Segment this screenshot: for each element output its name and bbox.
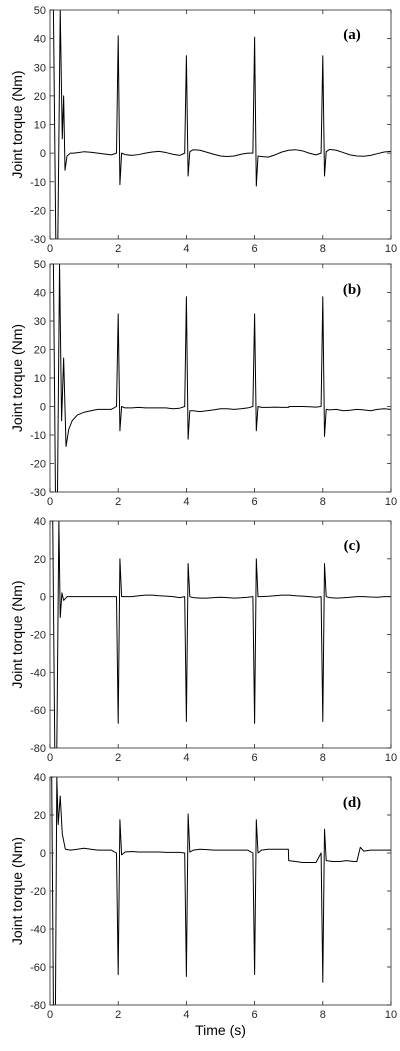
x-tick-label: 2 (115, 1009, 121, 1021)
y-tick-label: -30 (30, 487, 46, 499)
y-tick-label: 20 (34, 554, 46, 566)
panel-label: (c) (344, 538, 361, 554)
axes-box (49, 520, 392, 749)
y-tick-label: -40 (30, 924, 46, 936)
panel-a: 0 2 4 6 8 10 -30 -20 -10 0 10 20 30 40 50 Joint torque … (9, 5, 397, 255)
x-tick-label: 6 (252, 752, 258, 764)
y-tick-label: 20 (34, 810, 46, 822)
y-tick-label: -80 (30, 743, 46, 755)
x-tick-label: 10 (385, 1009, 397, 1021)
axes-box (49, 776, 392, 1006)
y-axis-label: Joint torque (Nm) (9, 70, 25, 178)
y-tick-label: 40 (34, 34, 46, 46)
y-tick-label: -80 (30, 1000, 46, 1012)
y-axis-label: Joint torque (Nm) (9, 580, 25, 688)
y-tick-label: 40 (34, 516, 46, 528)
x-tick-label: 6 (252, 1009, 258, 1021)
x-tick-label: 0 (47, 752, 53, 764)
axes-box (49, 9, 392, 240)
y-tick-label: -20 (30, 205, 46, 217)
y-tick-label: -20 (30, 459, 46, 471)
x-tick-label: 10 (385, 752, 397, 764)
x-tick-label: 4 (183, 496, 189, 508)
y-tick-label: -30 (30, 234, 46, 246)
y-tick-label: 50 (34, 259, 46, 271)
y-tick-label: 40 (34, 772, 46, 784)
x-tick-label: 0 (47, 243, 53, 255)
y-tick-label: 10 (34, 373, 46, 385)
x-tick-label: 4 (183, 1009, 189, 1021)
y-tick-label: 40 (34, 288, 46, 300)
panel-c: 0 2 4 6 8 10 -80 -60 -40 -20 0 20 40 Joint torque (Nm… (9, 516, 397, 764)
x-tick-label: 8 (320, 1009, 326, 1021)
y-tick-label: 30 (34, 62, 46, 74)
y-tick-label: -20 (30, 886, 46, 898)
axes-box (49, 263, 392, 493)
y-tick-label: 10 (34, 120, 46, 132)
y-tick-label: 30 (34, 316, 46, 328)
x-tick-label: 8 (320, 243, 326, 255)
x-axis-label: Time (s) (195, 1022, 246, 1038)
x-tick-label: 8 (320, 496, 326, 508)
x-tick-label: 10 (385, 243, 397, 255)
series-line-1 (50, 10, 391, 239)
x-tick-label: 10 (385, 496, 397, 508)
y-tick-label: 0 (40, 592, 46, 604)
y-tick-label: -10 (30, 177, 46, 189)
series-line-1 (50, 264, 391, 492)
x-tick-label: 0 (47, 496, 53, 508)
y-tick-label: -20 (30, 630, 46, 642)
y-tick-label: -60 (30, 962, 46, 974)
y-tick-label: -60 (30, 705, 46, 717)
y-axis-label: Joint torque (Nm) (9, 324, 25, 432)
x-tick-label: 0 (47, 1009, 53, 1021)
series-line-1 (50, 521, 391, 748)
x-tick-label: 2 (115, 243, 121, 255)
x-tick-label: 6 (252, 243, 258, 255)
y-tick-label: 50 (34, 5, 46, 17)
y-tick-label: 0 (40, 148, 46, 160)
x-tick-label: 6 (252, 496, 258, 508)
y-tick-label: -10 (30, 430, 46, 442)
y-tick-label: 0 (40, 848, 46, 860)
x-tick-label: 4 (183, 752, 189, 764)
x-tick-label: 2 (115, 496, 121, 508)
y-tick-label: -40 (30, 667, 46, 679)
x-tick-label: 8 (320, 752, 326, 764)
y-axis-label: Joint torque (Nm) (9, 837, 25, 945)
y-tick-label: 0 (40, 402, 46, 414)
y-tick-label: 20 (34, 345, 46, 357)
panel-label: (d) (343, 795, 361, 811)
panel-b: 0 2 4 6 8 10 -30 -20 -10 0 10 20 30 40 50 Joint torque … (9, 259, 397, 508)
panel-d: 0 2 4 6 8 10 -80 -60 -40 -20 0 20 40 Joint torque (Nm… (9, 772, 397, 1038)
panel-label: (a) (343, 27, 361, 43)
series-line-1 (50, 777, 391, 1005)
y-tick-label: 20 (34, 91, 46, 103)
x-tick-label: 2 (115, 752, 121, 764)
panel-label: (b) (343, 282, 361, 298)
x-tick-label: 4 (183, 243, 189, 255)
